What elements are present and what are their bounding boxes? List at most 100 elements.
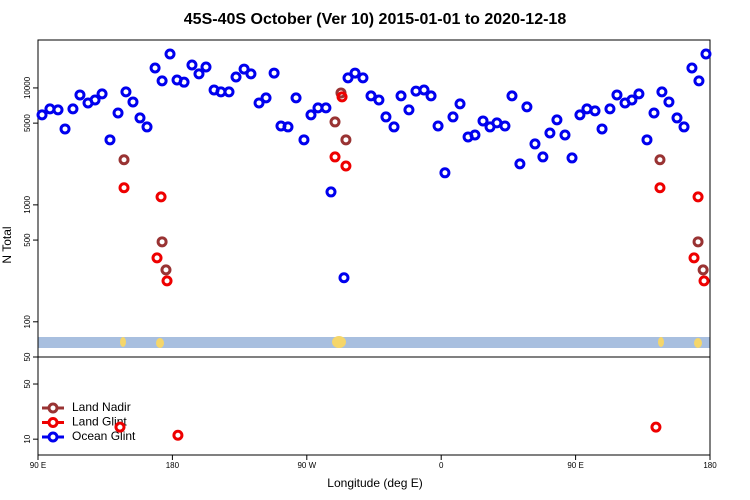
point: [654, 154, 666, 166]
point: [418, 84, 430, 96]
ocean-strip: [38, 337, 710, 348]
point: [329, 151, 341, 163]
point: [633, 88, 645, 100]
x-tick-label: 180: [703, 461, 717, 470]
point: [686, 62, 698, 74]
x-axis-label: Longitude (deg E): [327, 476, 422, 490]
y-tick-label: 5000: [23, 114, 32, 132]
point: [559, 129, 571, 141]
y-tick-label: 500: [23, 233, 32, 247]
point: [104, 134, 116, 146]
chart-title: 45S-40S October (Ver 10) 2015-01-01 to 2…: [184, 11, 567, 28]
point: [447, 111, 459, 123]
point: [164, 48, 176, 60]
series: [36, 48, 712, 284]
point: [155, 191, 167, 203]
point: [120, 86, 132, 98]
point: [305, 109, 317, 121]
x-tick-label: 90 E: [567, 461, 583, 470]
point: [454, 98, 466, 110]
point: [469, 129, 481, 141]
legend-marker: [47, 431, 59, 443]
point: [700, 48, 712, 60]
point: [325, 186, 337, 198]
land-patch: [156, 338, 164, 348]
point: [282, 121, 294, 133]
legend-label: Land Glint: [72, 415, 127, 429]
land-patch: [658, 337, 664, 347]
point: [74, 89, 86, 101]
point: [141, 121, 153, 133]
point: [172, 429, 184, 441]
point: [59, 123, 71, 135]
point: [223, 86, 235, 98]
point: [238, 63, 250, 75]
point: [574, 109, 586, 121]
point: [589, 105, 601, 117]
point: [671, 112, 683, 124]
point: [698, 275, 710, 287]
point: [253, 97, 265, 109]
point: [349, 67, 361, 79]
point: [156, 236, 168, 248]
point: [692, 236, 704, 248]
point: [499, 120, 511, 132]
legend-marker: [47, 417, 59, 428]
point: [230, 71, 242, 83]
land-patch: [694, 338, 702, 348]
series: [118, 91, 710, 287]
point: [336, 91, 348, 103]
point: [611, 89, 623, 101]
point: [118, 154, 130, 166]
bottom-panel-frame: [37, 356, 711, 456]
point: [395, 90, 407, 102]
point: [697, 264, 709, 276]
top-panel-frame: [37, 39, 711, 358]
y-tick-label: 50: [23, 352, 32, 361]
point: [477, 115, 489, 127]
point: [200, 61, 212, 73]
point: [161, 275, 173, 287]
point: [114, 421, 126, 433]
point: [67, 103, 79, 115]
point: [439, 167, 451, 179]
point: [373, 94, 385, 106]
land-patch: [332, 336, 346, 348]
point: [268, 67, 280, 79]
point: [551, 114, 563, 126]
point: [425, 90, 437, 102]
legend-label: Ocean Glint: [72, 429, 136, 443]
point: [432, 120, 444, 132]
x-tick-label: 90 E: [30, 461, 46, 470]
point: [340, 134, 352, 146]
point: [96, 88, 108, 100]
point: [693, 75, 705, 87]
point: [403, 104, 415, 116]
series: [114, 421, 662, 441]
point: [245, 68, 257, 80]
point: [365, 90, 377, 102]
point: [127, 96, 139, 108]
x-tick-label: 0: [439, 461, 444, 470]
point: [112, 107, 124, 119]
point: [36, 109, 48, 121]
point: [650, 421, 662, 433]
point: [656, 86, 668, 98]
point: [678, 121, 690, 133]
point: [537, 151, 549, 163]
y-axis-label: N Total: [0, 226, 14, 263]
point: [260, 92, 272, 104]
y-tick-label: 100: [23, 315, 32, 329]
point: [514, 158, 526, 170]
point: [506, 90, 518, 102]
y-tick-label: 1000: [23, 195, 32, 213]
point: [388, 121, 400, 133]
point: [186, 59, 198, 71]
point: [151, 252, 163, 264]
point: [338, 272, 350, 284]
point: [89, 94, 101, 106]
point: [193, 68, 205, 80]
land-patch: [120, 337, 126, 347]
point: [134, 112, 146, 124]
point: [648, 107, 660, 119]
